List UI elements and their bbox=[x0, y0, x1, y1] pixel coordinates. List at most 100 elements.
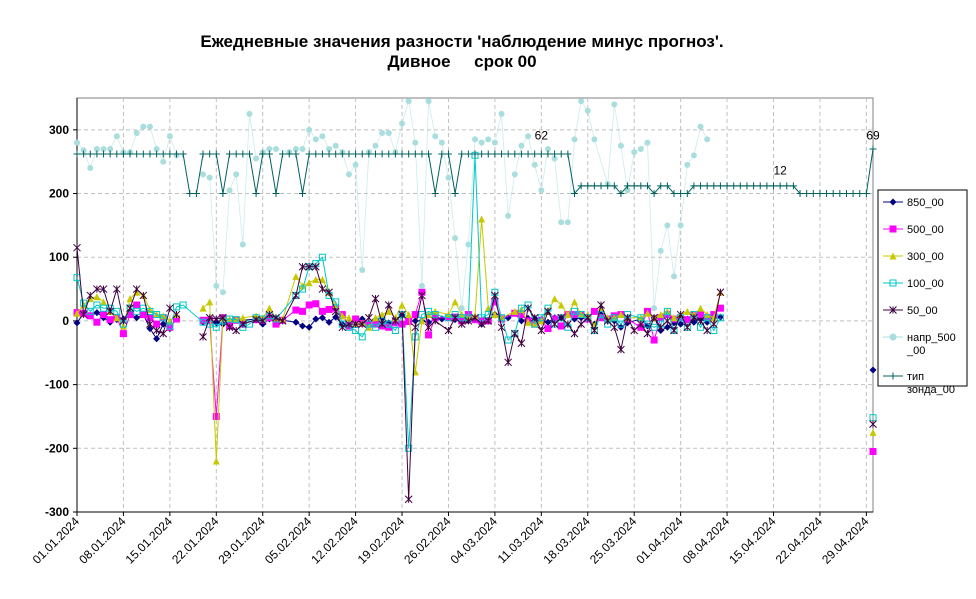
data-point bbox=[498, 110, 505, 117]
annotation-label: 12 bbox=[773, 163, 787, 177]
data-point bbox=[126, 295, 134, 303]
data-point bbox=[312, 315, 320, 323]
data-point bbox=[312, 276, 320, 284]
data-point bbox=[278, 317, 287, 325]
data-point bbox=[571, 190, 578, 198]
data-point bbox=[206, 150, 214, 158]
data-point bbox=[365, 313, 373, 322]
data-point bbox=[179, 301, 187, 309]
data-point bbox=[683, 190, 691, 198]
legend-item: 500_00 bbox=[883, 224, 944, 236]
data-point bbox=[139, 291, 148, 300]
data-point bbox=[425, 150, 433, 158]
data-point bbox=[74, 139, 80, 146]
data-point bbox=[564, 219, 571, 226]
data-point bbox=[716, 182, 724, 190]
data-point bbox=[557, 150, 565, 158]
data-point bbox=[119, 317, 128, 325]
data-point bbox=[485, 136, 492, 143]
data-point bbox=[457, 320, 466, 328]
data-point bbox=[663, 182, 671, 190]
y-tick-label: 200 bbox=[49, 187, 69, 201]
data-point bbox=[511, 150, 519, 158]
data-point bbox=[332, 313, 340, 321]
data-point bbox=[517, 311, 525, 319]
data-point bbox=[697, 123, 704, 130]
data-point bbox=[126, 311, 134, 319]
data-point bbox=[611, 101, 618, 108]
data-point bbox=[86, 291, 95, 300]
y-tick-label: -300 bbox=[45, 505, 69, 519]
data-point bbox=[603, 317, 612, 325]
data-point bbox=[325, 288, 333, 297]
data-point bbox=[617, 190, 625, 198]
data-point bbox=[100, 298, 108, 306]
legend-item: 100_00 bbox=[883, 278, 944, 290]
data-point bbox=[869, 366, 877, 374]
data-point bbox=[405, 311, 413, 319]
data-point bbox=[809, 190, 817, 198]
data-point bbox=[199, 332, 207, 341]
data-point bbox=[551, 315, 559, 323]
data-point bbox=[139, 311, 147, 319]
data-point bbox=[146, 307, 154, 315]
data-point bbox=[378, 320, 386, 328]
data-point bbox=[318, 314, 326, 322]
series-50_00 bbox=[73, 243, 877, 504]
data-point bbox=[504, 150, 512, 158]
data-point bbox=[889, 225, 897, 233]
data-point bbox=[305, 323, 313, 331]
data-point bbox=[345, 314, 353, 322]
data-point bbox=[119, 322, 127, 330]
data-point bbox=[836, 190, 844, 198]
data-point bbox=[405, 150, 413, 158]
x-tick-label: 26.02.2024 bbox=[401, 514, 454, 567]
data-point bbox=[385, 307, 393, 315]
data-point bbox=[272, 313, 280, 322]
data-point bbox=[511, 307, 519, 315]
data-point bbox=[232, 315, 240, 323]
data-point bbox=[152, 326, 161, 335]
data-point bbox=[604, 182, 612, 190]
data-point bbox=[338, 323, 347, 332]
data-point bbox=[411, 317, 419, 325]
data-point bbox=[578, 98, 585, 105]
data-point bbox=[80, 147, 87, 154]
data-point bbox=[100, 311, 108, 319]
data-point bbox=[365, 150, 373, 158]
x-tick-label: 29.01.2024 bbox=[215, 514, 268, 567]
data-point bbox=[643, 329, 652, 338]
data-point bbox=[226, 315, 234, 323]
data-point bbox=[537, 314, 545, 322]
data-point bbox=[716, 304, 724, 312]
annotation-label: 62 bbox=[535, 128, 549, 142]
data-point bbox=[279, 150, 287, 158]
data-point bbox=[86, 312, 94, 320]
data-point bbox=[411, 311, 419, 319]
data-point bbox=[133, 301, 141, 309]
data-point bbox=[438, 150, 446, 158]
data-point bbox=[405, 444, 413, 452]
data-point bbox=[226, 150, 234, 158]
data-point bbox=[537, 150, 545, 158]
data-point bbox=[577, 182, 585, 190]
data-point bbox=[292, 306, 300, 314]
data-point bbox=[378, 150, 386, 158]
data-point bbox=[650, 323, 658, 331]
data-point bbox=[93, 293, 101, 301]
data-point bbox=[358, 333, 366, 341]
data-point bbox=[345, 171, 352, 178]
data-point bbox=[166, 304, 174, 313]
data-point bbox=[246, 110, 253, 117]
data-point bbox=[404, 495, 413, 504]
data-point bbox=[663, 307, 671, 315]
data-point bbox=[113, 150, 121, 158]
data-point bbox=[292, 272, 300, 280]
data-point bbox=[139, 150, 147, 158]
data-point bbox=[311, 262, 320, 271]
data-point bbox=[491, 311, 499, 319]
x-axis: 01.01.202408.01.202415.01.202422.01.2024… bbox=[30, 511, 873, 567]
data-point bbox=[716, 288, 725, 297]
data-point bbox=[657, 182, 665, 190]
